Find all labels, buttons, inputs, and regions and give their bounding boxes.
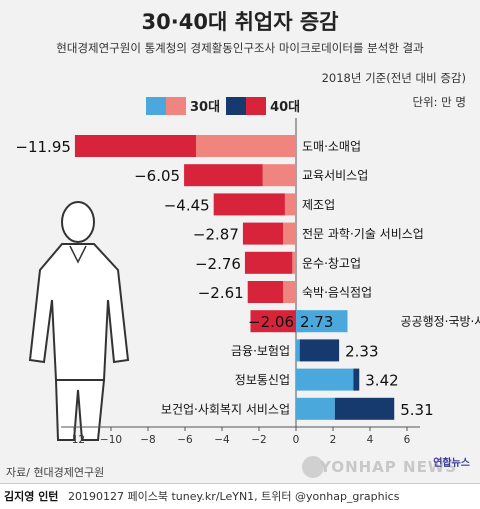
chart-title: 30·40대 취업자 증감: [141, 10, 339, 34]
category-label: 정보통신업: [235, 373, 290, 387]
legend-swatch-30-b: [166, 96, 186, 115]
credit-author: 김지영 인턴: [4, 490, 59, 503]
category-label: 운수·창고업: [302, 256, 361, 270]
category-label: 교육서비스업: [302, 169, 368, 183]
category-label: 도매·소매업: [302, 140, 361, 154]
x-tick-label: −8: [140, 434, 155, 446]
bar-40s: [334, 397, 395, 420]
x-tick-label: −6: [177, 434, 193, 446]
legend: 30대 40대: [146, 96, 306, 115]
total-label: −4.45: [164, 196, 210, 214]
person-illustration: [28, 201, 130, 441]
basis-note: 2018년 기준(전년 대비 증감): [321, 71, 466, 85]
x-tick-label: 4: [367, 434, 374, 446]
bar-40s: [242, 222, 284, 245]
bar-30s: [196, 135, 296, 157]
legend-swatch-40-b: [246, 96, 267, 115]
total-label: 2.73: [300, 313, 333, 331]
bar-30s: [283, 222, 296, 245]
bar-40s: [184, 164, 263, 187]
total-label: 3.42: [365, 372, 398, 390]
total-label: −6.05: [134, 167, 180, 185]
total-label: −2.87: [193, 226, 239, 244]
x-tick-label: 2: [330, 434, 337, 446]
legend-label-30: 30대: [190, 100, 221, 115]
yonhap-logo: YONHAP NEWS 연합뉴스: [302, 456, 470, 482]
total-label: 2.33: [345, 342, 378, 360]
x-tick-label: −10: [100, 434, 122, 446]
bar-40s: [244, 251, 293, 274]
bar-40s: [250, 310, 296, 333]
x-tick-label: 0: [293, 434, 300, 446]
category-label: 공공행정·국방·사회: [401, 314, 480, 329]
x-tick-label: 6: [404, 434, 411, 446]
bar-40s: [247, 281, 284, 303]
credit-bar: 김지영 인턴 20190127 페이스북 tuney.kr/LeYN1, 트위터…: [0, 483, 480, 509]
logo-badge: 연합뉴스: [433, 458, 470, 469]
category-label: 금융·보험업: [231, 344, 290, 358]
total-label: −2.06: [248, 313, 294, 331]
total-label: 5.31: [400, 401, 433, 419]
total-label: −2.61: [198, 284, 244, 302]
category-label: 전문 과학·기술 서비스업: [302, 227, 424, 241]
bar-30s: [296, 397, 335, 420]
category-label: 제조업: [302, 198, 335, 212]
category-label: 숙박·음식점업: [302, 286, 372, 300]
bar-30s: [292, 251, 296, 274]
bar-30s: [296, 368, 354, 391]
bar-30s: [262, 164, 296, 187]
bar-30s: [283, 281, 296, 303]
category-label: 보건업·사회복지 서비스업: [161, 402, 290, 416]
bar-40s: [299, 339, 340, 362]
legend-swatch-40-a: [226, 96, 247, 115]
legend-swatch-30-a: [146, 96, 166, 115]
total-label: −11.95: [15, 138, 71, 156]
bar-40s: [353, 368, 360, 391]
source-note: 자료/ 현대경제연구원: [6, 466, 105, 479]
total-bg-30s: [297, 310, 348, 333]
logo-globe-icon: [302, 456, 324, 478]
x-tick-label: −2: [251, 434, 266, 446]
bar-30s: [296, 339, 300, 362]
bar-30s: [284, 193, 296, 216]
chart-subtitle: 현대경제연구원이 통계청의 경제활동인구조사 마이크로데이터를 분석한 결과: [56, 41, 424, 55]
legend-label-40: 40대: [270, 100, 301, 115]
bar-40s: [213, 193, 285, 216]
unit-note: 단위: 만 명: [412, 95, 466, 109]
total-label: −2.76: [195, 255, 241, 273]
x-tick-label: −4: [214, 434, 230, 446]
credit-info: 20190127 페이스북 tuney.kr/LeYN1, 트위터 @yonha…: [68, 490, 400, 503]
x-tick-label: −12: [63, 434, 85, 446]
bar-40s: [74, 135, 197, 157]
logo-text: YONHAP NEWS: [320, 458, 458, 476]
